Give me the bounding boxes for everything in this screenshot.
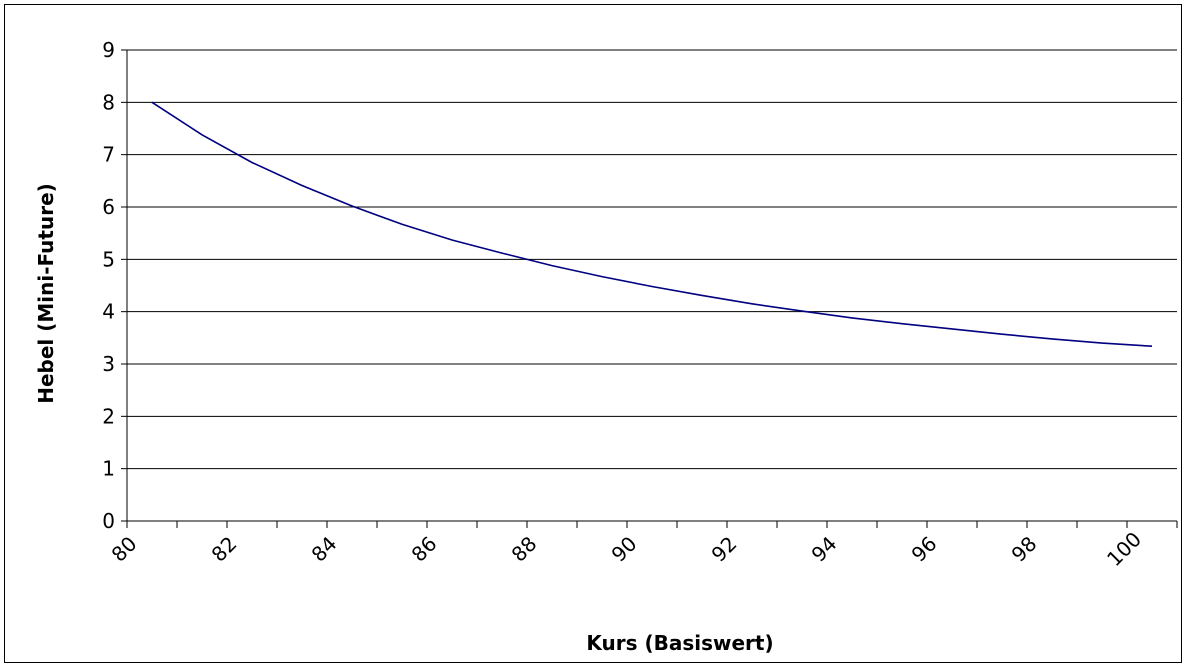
- x-tick-label: 84: [307, 532, 342, 567]
- y-tick-label: 5: [102, 247, 115, 271]
- series-layer: [151, 101, 1153, 347]
- axes: [121, 49, 1178, 528]
- x-tick-label: 94: [807, 532, 842, 567]
- x-tick-label: 92: [707, 532, 742, 567]
- line-chart: 0 1 2 3 4 5 6 7 8 9 80 82 84 86 88 90 92 94 96 98 100 Kurs (…: [34, 38, 1178, 655]
- x-tick-label: 100: [1102, 527, 1146, 571]
- chart-area: 0 1 2 3 4 5 6 7 8 9 80 82 84 86 88 90 92 94 96 98 100 Kurs (…: [4, 4, 1182, 663]
- y-tick-label: 1: [102, 457, 115, 481]
- x-tick-label: 98: [1007, 532, 1042, 567]
- y-tick-label: 0: [102, 509, 115, 533]
- x-tick-label: 86: [407, 532, 442, 567]
- x-tick-label: 82: [207, 532, 242, 567]
- y-tick-label: 4: [102, 300, 115, 324]
- y-tick-label: 7: [102, 143, 115, 167]
- series-line-0: [151, 101, 1153, 347]
- x-tick-label: 80: [107, 532, 142, 567]
- tick-labels: 0 1 2 3 4 5 6 7 8 9 80 82 84 86 88 90 92 94 96 98 100: [102, 38, 1146, 571]
- y-tick-label: 9: [102, 38, 115, 62]
- x-tick-label: 90: [607, 532, 642, 567]
- y-tick-label: 6: [102, 195, 115, 219]
- gridlines: [127, 49, 1177, 470]
- x-tick-label: 88: [507, 532, 542, 567]
- x-tick-label: 96: [907, 532, 942, 567]
- y-axis-title: Hebel (Mini-Future): [34, 183, 58, 404]
- y-tick-label: 3: [102, 352, 115, 376]
- y-tick-label: 8: [102, 90, 115, 114]
- y-tick-label: 2: [102, 404, 115, 428]
- x-axis-title: Kurs (Basiswert): [586, 631, 773, 655]
